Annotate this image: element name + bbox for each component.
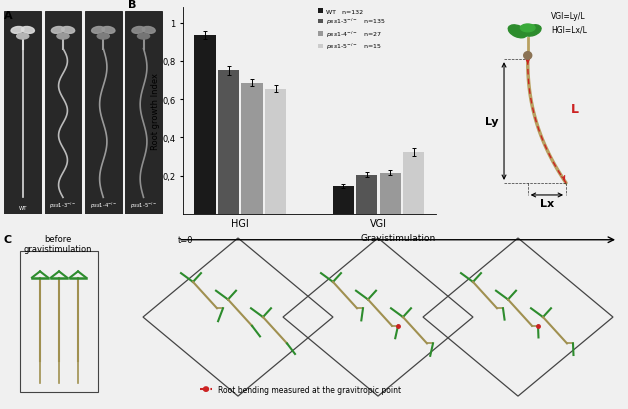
Bar (85, 12, 122, 214)
Bar (356, 175, 377, 214)
Ellipse shape (102, 27, 115, 34)
Text: WT: WT (18, 205, 27, 210)
Ellipse shape (508, 26, 527, 39)
Circle shape (57, 34, 69, 40)
Bar (333, 187, 354, 214)
Bar (403, 152, 425, 214)
Text: Lx: Lx (540, 198, 554, 208)
Legend: WT   n=132, $pss1$-$3^{-/-}$   n=135, $pss1$-$4^{-/-}$   n=27, $pss1$-$5^{-/-}$ : WT n=132, $pss1$-$3^{-/-}$ n=135, $pss1$… (318, 9, 386, 52)
Ellipse shape (132, 27, 145, 34)
Bar (125, 12, 162, 214)
Circle shape (138, 34, 149, 40)
Ellipse shape (524, 26, 541, 37)
Text: B: B (128, 0, 136, 10)
Bar (195, 36, 215, 214)
Bar (20, 252, 98, 392)
Text: Gravistimulation: Gravistimulation (360, 233, 436, 242)
Bar (241, 83, 263, 214)
Ellipse shape (143, 27, 155, 34)
Circle shape (97, 34, 109, 40)
Ellipse shape (92, 27, 104, 34)
Ellipse shape (51, 27, 64, 34)
Ellipse shape (62, 27, 75, 34)
Text: L: L (571, 103, 579, 116)
Circle shape (203, 387, 208, 391)
Ellipse shape (11, 27, 24, 34)
Ellipse shape (521, 25, 535, 33)
Bar (380, 173, 401, 214)
Text: HGI=Lx/L: HGI=Lx/L (551, 25, 587, 34)
Text: $pss1$-$4^{-/-}$: $pss1$-$4^{-/-}$ (90, 200, 117, 210)
Circle shape (524, 52, 532, 60)
Text: C: C (4, 234, 12, 244)
Text: VGI=Ly/L: VGI=Ly/L (551, 11, 586, 20)
Text: t=0: t=0 (178, 236, 193, 245)
Bar (45, 12, 82, 214)
Text: A: A (4, 11, 12, 21)
Text: $pss1$-$5^{-/-}$: $pss1$-$5^{-/-}$ (130, 200, 157, 210)
Bar (265, 89, 286, 214)
Circle shape (17, 34, 29, 40)
Bar (218, 71, 239, 214)
Text: before
gravistimulation: before gravistimulation (24, 234, 92, 253)
Ellipse shape (21, 27, 35, 34)
Text: Ly: Ly (485, 117, 498, 127)
Y-axis label: Root growth Index: Root growth Index (151, 73, 160, 150)
Text: Root bending measured at the gravitropic point: Root bending measured at the gravitropic… (218, 384, 401, 393)
Text: $pss1$-$3^{-/-}$: $pss1$-$3^{-/-}$ (50, 200, 77, 210)
Bar (4, 12, 41, 214)
